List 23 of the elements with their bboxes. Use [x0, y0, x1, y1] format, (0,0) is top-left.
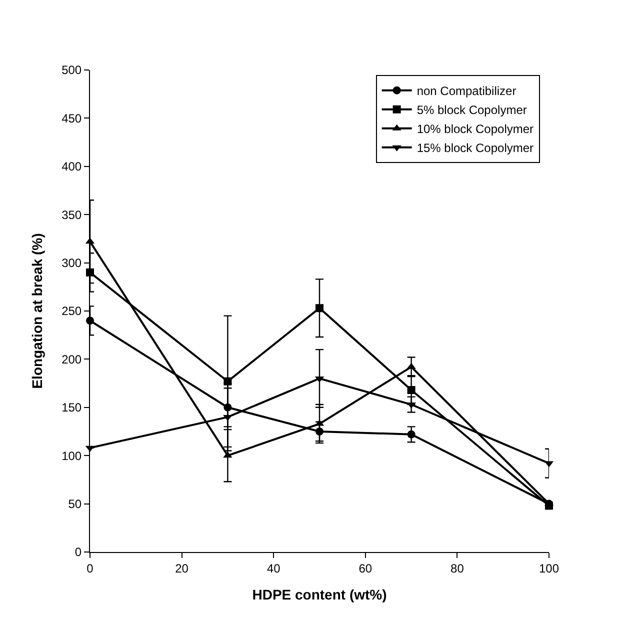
x-tick-label: 20 [175, 561, 189, 576]
x-tick-label: 100 [538, 561, 560, 576]
x-tick-label: 40 [266, 561, 281, 576]
x-tick-label: 80 [450, 561, 464, 576]
y-tick-label: 350 [62, 208, 82, 222]
legend-label: 10% block Copolymer [416, 122, 534, 136]
y-tick-label: 0 [74, 545, 82, 560]
x-axis-title: HDPE content (wt%) [252, 586, 387, 603]
y-tick-label: 500 [62, 63, 82, 78]
y-tick-label: 50 [68, 497, 82, 511]
y-tick-label: 250 [62, 304, 82, 318]
x-tick-label: 0 [86, 561, 94, 576]
y-tick-label: 450 [62, 111, 82, 126]
legend-label: non Compatibilizer [416, 84, 516, 98]
y-axis-title: Elongation at break (%) [29, 233, 46, 389]
y-tick-label: 150 [62, 400, 82, 415]
y-tick-label: 400 [62, 160, 82, 174]
y-tick-label: 200 [62, 352, 82, 366]
x-tick-label: 60 [358, 561, 372, 576]
y-tick-label: 100 [62, 448, 82, 463]
legend-label: 5% block Copolymer [416, 103, 527, 117]
y-tick-label: 300 [62, 256, 82, 270]
legend-label: 15% block Copolymer [416, 141, 534, 155]
